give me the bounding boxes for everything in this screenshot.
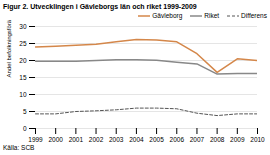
svg-text:2001: 2001: [69, 136, 84, 143]
svg-text:2007: 2007: [190, 136, 205, 143]
html-text:Differens: Differens: [241, 12, 267, 19]
svg-text:25: 25: [19, 40, 27, 47]
svg-text:0: 0: [23, 125, 27, 132]
html-text:Källa: SCB: Källa: SCB: [3, 144, 35, 151]
svg-text:5: 5: [23, 108, 27, 115]
svg-text:2006: 2006: [170, 136, 185, 143]
svg-text:30: 30: [19, 23, 27, 30]
svg-text:2003: 2003: [109, 136, 124, 143]
svg-text:2004: 2004: [129, 136, 144, 143]
html-text:Riket: Riket: [204, 12, 220, 19]
svg-text:1999: 1999: [28, 136, 43, 143]
svg-text:2010: 2010: [250, 136, 265, 143]
svg-text:2005: 2005: [149, 136, 164, 143]
html-text:Gävleborg: Gävleborg: [152, 12, 183, 19]
svg-text:2008: 2008: [210, 136, 225, 143]
html-text:Figur 2. Utvecklingen i Gävleb: Figur 2. Utvecklingen i Gävleborgs län o…: [3, 3, 197, 10]
svg-text:2000: 2000: [48, 136, 63, 143]
svg-text:2009: 2009: [230, 136, 245, 143]
svg-text:15: 15: [19, 74, 27, 81]
svg-text:10: 10: [19, 91, 27, 98]
svg-text:20: 20: [19, 57, 27, 64]
svg-text:2002: 2002: [89, 136, 104, 143]
svg-text:Andel befolkningsförändringar: Andel befolkningsförändringar: [6, 20, 12, 78]
